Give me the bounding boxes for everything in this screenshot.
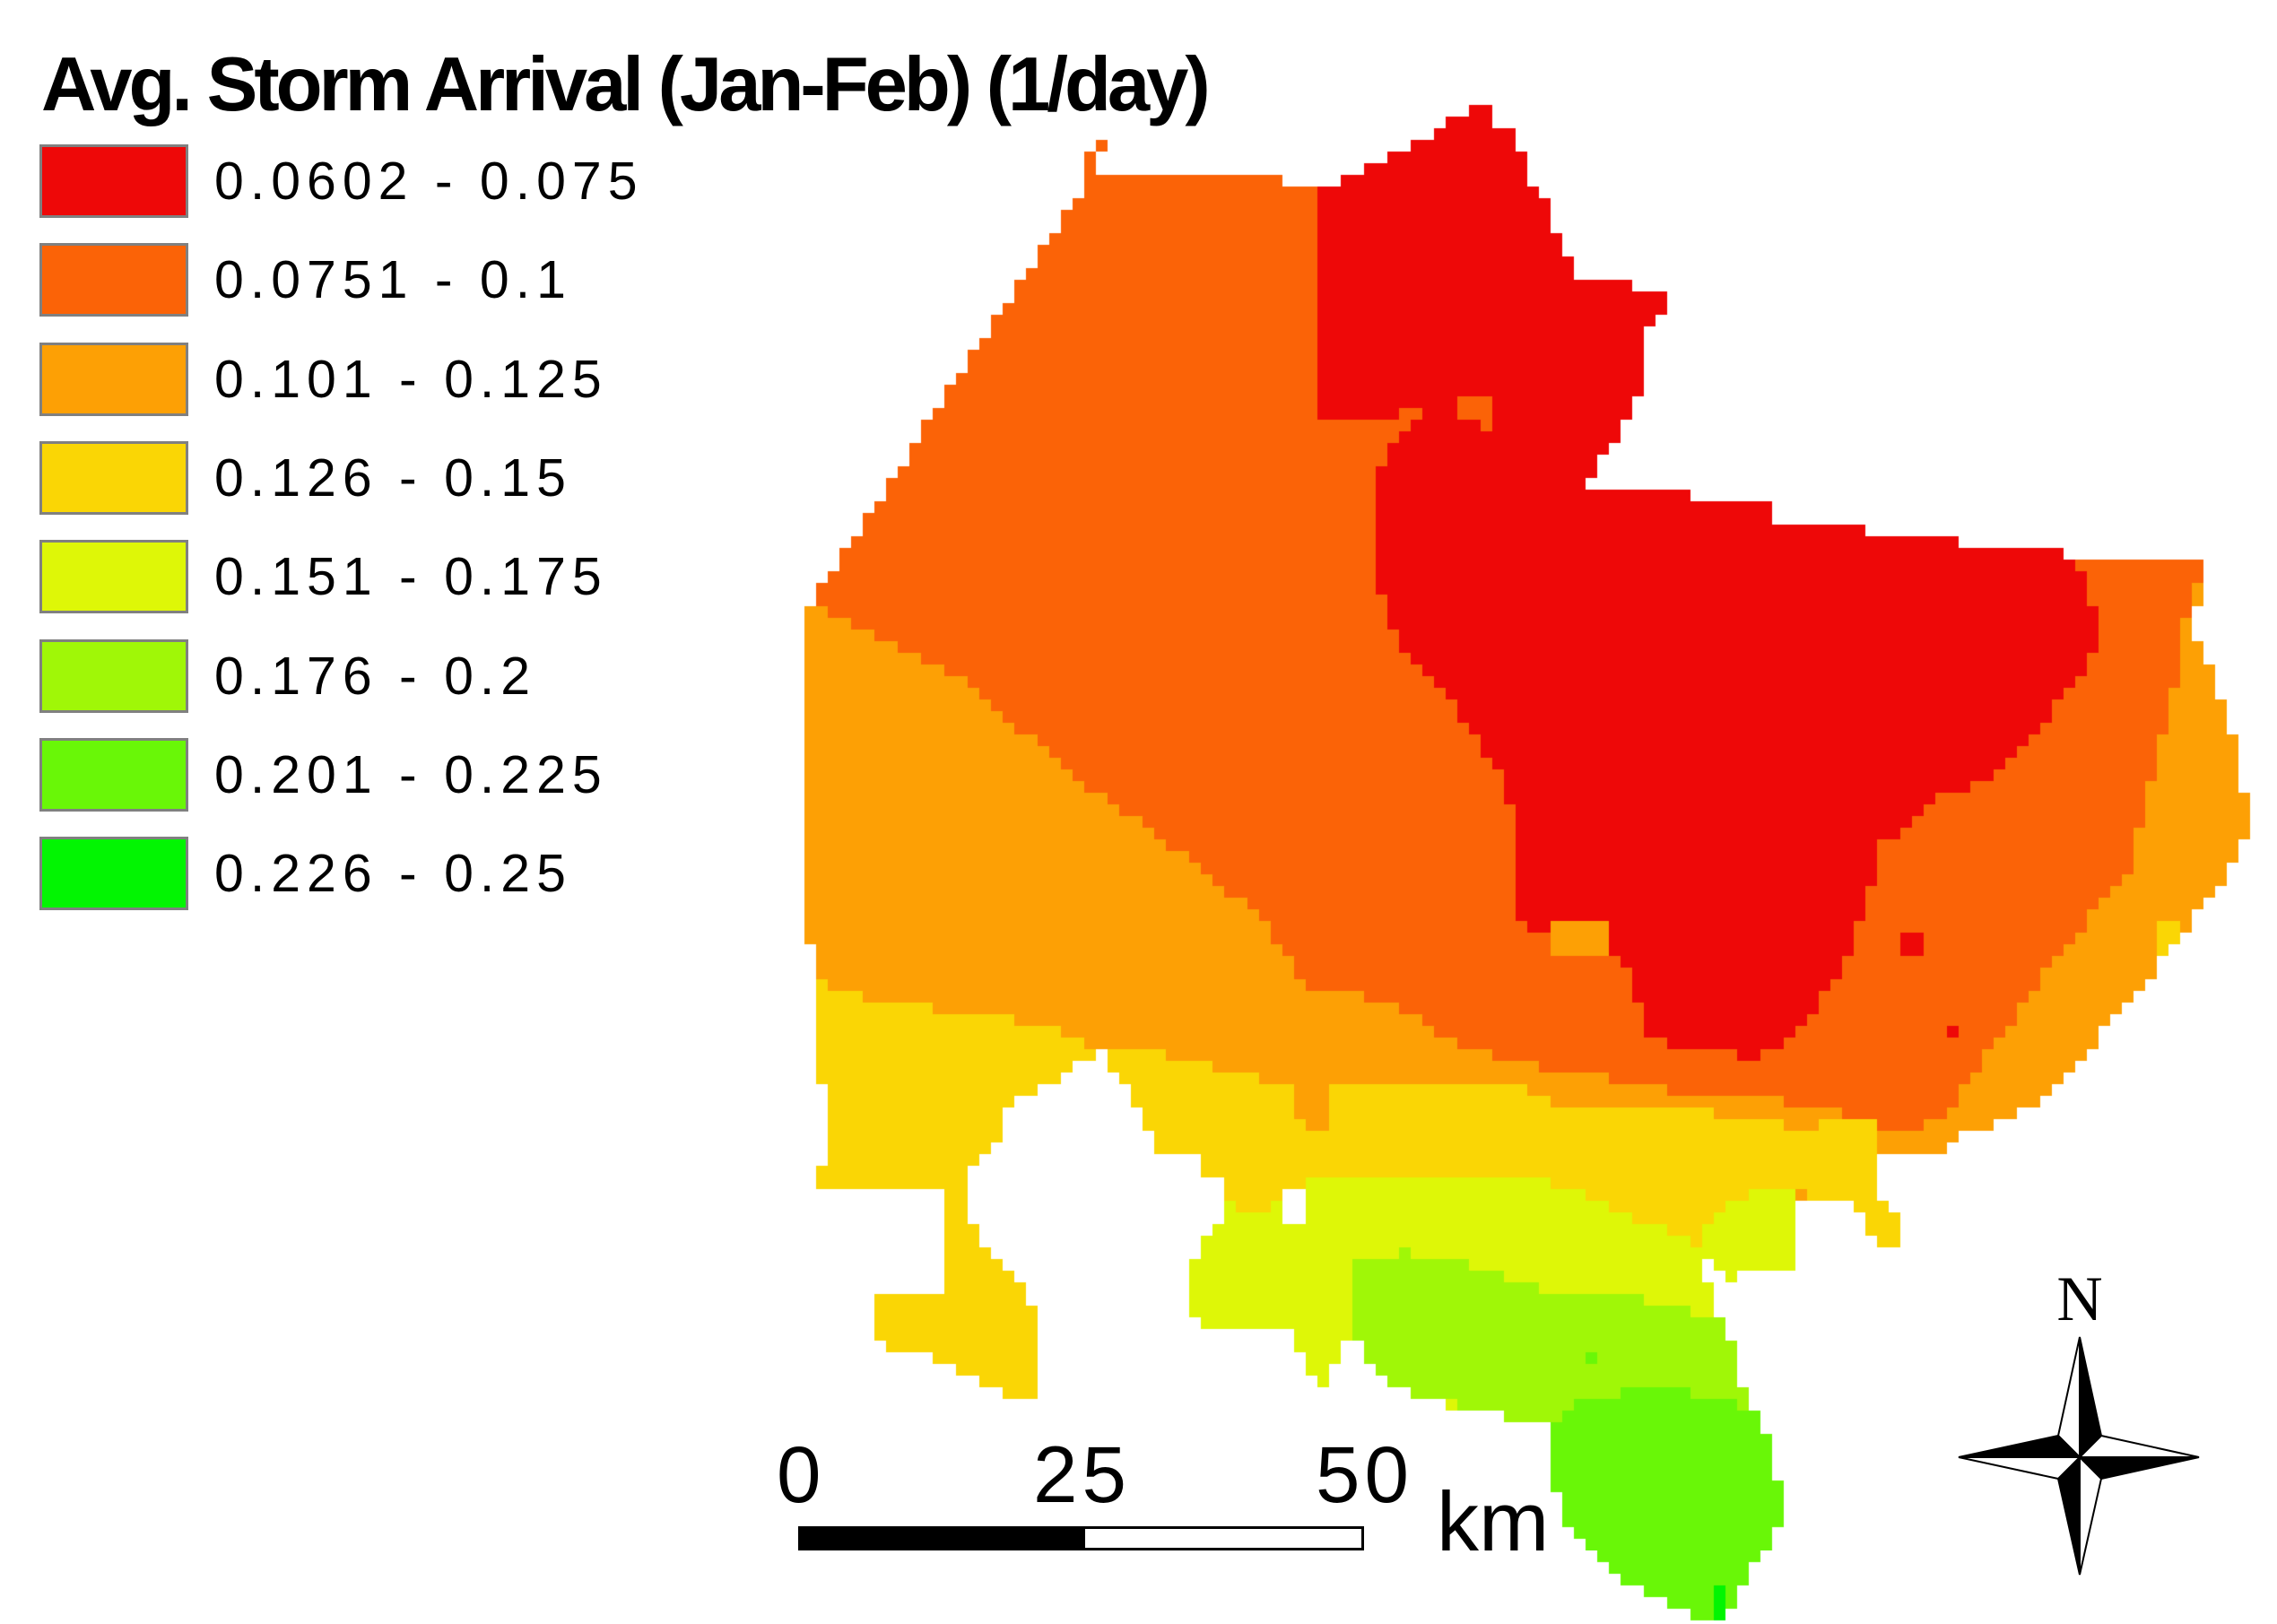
- svg-text:N: N: [2056, 1264, 2102, 1334]
